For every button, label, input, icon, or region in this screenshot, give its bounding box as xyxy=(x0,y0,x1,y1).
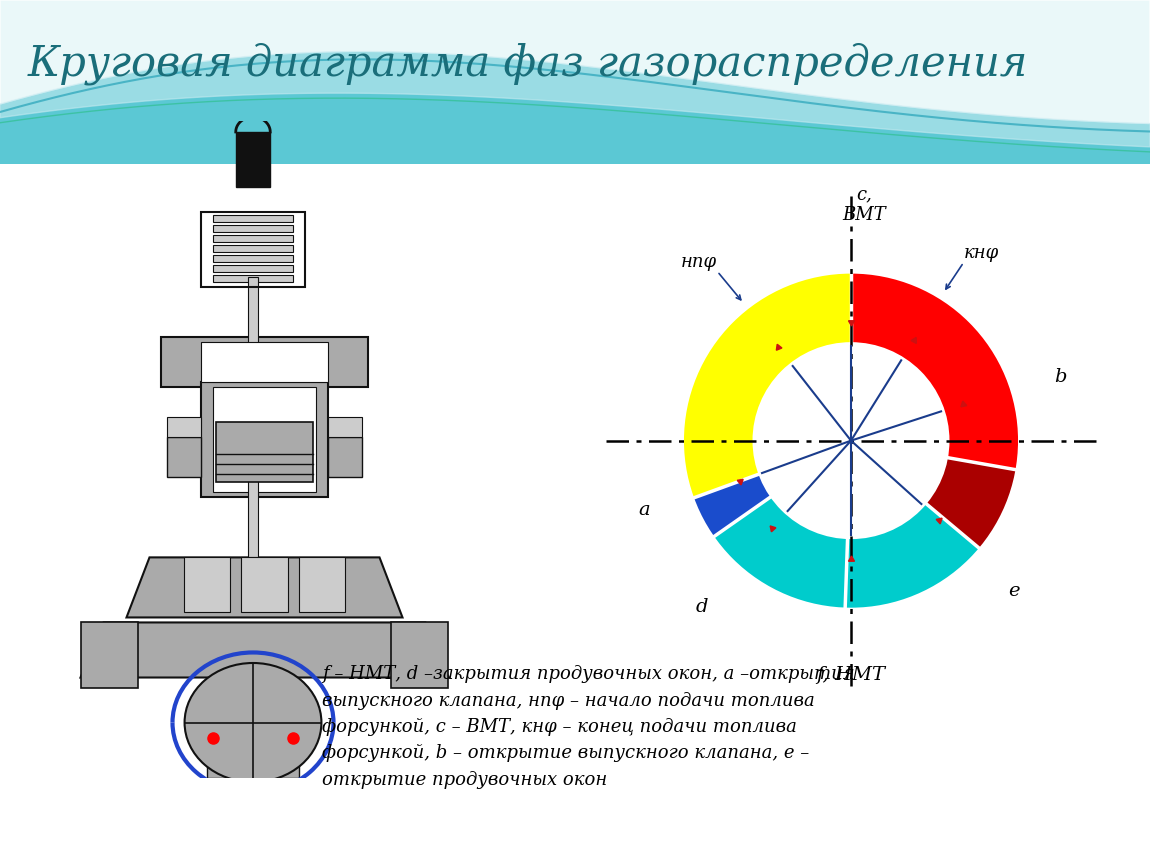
Polygon shape xyxy=(81,622,448,677)
Bar xyxy=(167,437,201,477)
Bar xyxy=(213,235,293,242)
Text: b: b xyxy=(1055,368,1066,386)
Wedge shape xyxy=(682,271,851,610)
Text: a: a xyxy=(638,501,650,519)
Text: f, НМТ: f, НМТ xyxy=(816,665,886,683)
Bar xyxy=(328,417,362,437)
Bar xyxy=(213,225,293,232)
Text: f – НМТ, d –закрытия продувочных окон, a –открытия
выпускного клапана, нпφ – нач: f – НМТ, d –закрытия продувочных окон, a… xyxy=(322,665,854,789)
Bar xyxy=(391,622,448,688)
Wedge shape xyxy=(713,496,981,610)
Bar xyxy=(184,557,230,613)
Wedge shape xyxy=(692,473,772,537)
Bar xyxy=(213,255,293,262)
Text: e: e xyxy=(1009,581,1020,600)
Text: c,
ВМТ: c, ВМТ xyxy=(843,186,887,224)
Wedge shape xyxy=(925,457,1018,550)
Bar xyxy=(81,622,138,688)
Bar xyxy=(213,245,293,252)
Bar xyxy=(161,337,368,387)
Bar xyxy=(167,417,201,437)
Wedge shape xyxy=(851,271,1020,470)
Text: нпφ: нпφ xyxy=(681,253,718,271)
Bar xyxy=(328,437,362,477)
Bar xyxy=(299,557,345,613)
Polygon shape xyxy=(126,557,402,618)
Text: кнφ: кнφ xyxy=(964,245,999,263)
Circle shape xyxy=(184,663,321,782)
Bar xyxy=(236,132,270,187)
Bar xyxy=(201,382,328,498)
Text: Круговая диаграмма фаз газораспределения: Круговая диаграмма фаз газораспределения xyxy=(28,42,1028,86)
Bar xyxy=(213,215,293,222)
Bar xyxy=(207,758,299,778)
Bar xyxy=(213,387,316,492)
Bar xyxy=(248,477,258,557)
Bar xyxy=(0,0,1150,164)
Bar xyxy=(213,275,293,283)
Bar xyxy=(213,265,293,272)
Bar xyxy=(242,557,288,613)
Text: d: d xyxy=(696,598,708,616)
Bar xyxy=(201,212,305,287)
Bar xyxy=(248,277,258,347)
Bar xyxy=(201,342,328,382)
Bar xyxy=(216,422,313,482)
